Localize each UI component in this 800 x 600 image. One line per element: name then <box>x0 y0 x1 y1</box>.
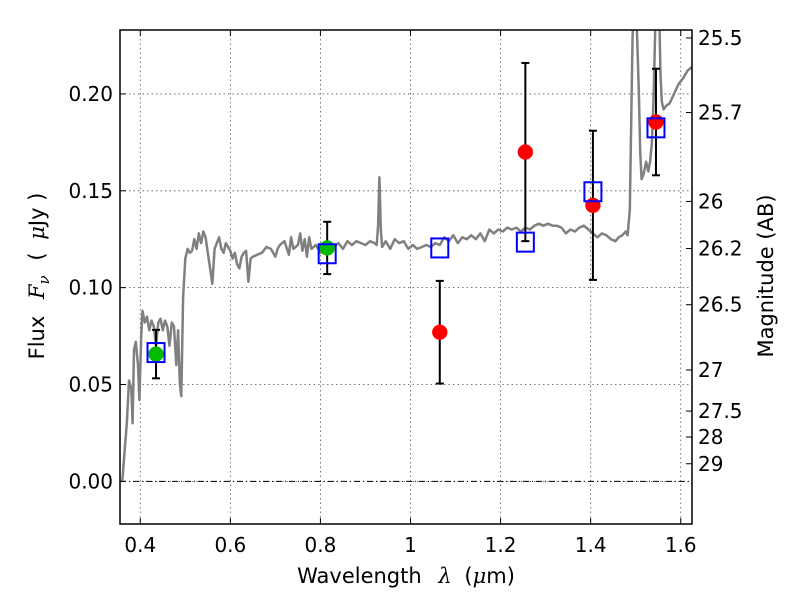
x-tick-label: 0.8 <box>305 533 337 557</box>
y-axis-ticks: 0.00 0.05 0.10 0.15 0.20 <box>68 82 126 493</box>
model-photometry-box <box>146 342 166 364</box>
observed-point-red <box>517 144 534 160</box>
model-photometry-boxes <box>146 117 666 364</box>
y-tick-label: 0.15 <box>68 179 113 203</box>
right-tick-label: 27 <box>698 358 723 382</box>
y-axis-title-symbol: F <box>25 283 49 300</box>
x-axis-title-unit-rest: m) <box>486 564 515 588</box>
x-tick-label: 0.6 <box>214 533 246 557</box>
x-tick-label: 0.4 <box>124 533 156 557</box>
observed-point-green <box>319 240 335 256</box>
right-tick-label: 25.7 <box>698 101 743 125</box>
right-tick-label: 26.2 <box>698 237 743 261</box>
model-photometry-box <box>583 181 603 203</box>
x-tick-label: 1.6 <box>665 533 697 557</box>
observed-point-red <box>648 114 664 130</box>
plot-frame <box>119 29 693 525</box>
model-photometry-box <box>317 243 337 265</box>
x-tick-label: 1 <box>404 533 417 557</box>
y-axis-title-unit-rest: Jy ) <box>25 193 49 229</box>
right-tick-label: 25.5 <box>698 26 743 50</box>
y-axis-title-subscript: ν <box>35 275 53 284</box>
y-axis-title: Flux Fν ( μJy ) <box>25 193 54 360</box>
x-tick-label: 1.2 <box>485 533 517 557</box>
x-axis-title-unit-mu: μ <box>473 564 487 588</box>
y-tick-label: 0.20 <box>68 82 113 106</box>
right-tick-label: 26.5 <box>698 293 743 317</box>
x-axis-title-symbol: λ <box>437 564 451 588</box>
y-tick-label: 0.10 <box>68 276 113 300</box>
y-axis-title-prefix: Flux <box>25 316 49 360</box>
right-axis-ticks: 25.5 25.7 26 26.2 26.5 27 27.528 29 <box>686 26 743 476</box>
y-tick-label: 0.00 <box>68 469 113 493</box>
observed-point-green <box>148 346 164 362</box>
model-photometry-box <box>515 231 535 253</box>
right-tick-label: 27.5 <box>698 399 743 423</box>
x-axis-ticks: 0.4 0.6 0.8 1 1.2 1.4 1.6 <box>124 30 697 557</box>
right-axis-title: Magnitude (AB) <box>754 194 778 357</box>
y-tick-label: 0.05 <box>68 373 113 397</box>
right-tick-label: 28 <box>698 425 723 449</box>
right-tick-label: 26 <box>698 189 723 213</box>
model-spectrum-line <box>121 30 692 482</box>
right-tick-label: 29 <box>698 452 723 476</box>
model-photometry-box <box>430 237 450 259</box>
x-axis-title-unit-open: ( <box>464 564 472 588</box>
observed-point-red <box>432 324 448 340</box>
y-axis-title-unit-open: ( <box>25 252 49 260</box>
x-axis-title: Wavelength λ (μm) <box>297 564 515 588</box>
model-photometry-box <box>646 117 666 139</box>
x-tick-label: 1.4 <box>575 533 607 557</box>
observed-point-red <box>585 197 601 214</box>
y-axis-title-unit-mu: μ <box>25 226 49 240</box>
x-axis-title-prefix: Wavelength <box>297 564 422 588</box>
